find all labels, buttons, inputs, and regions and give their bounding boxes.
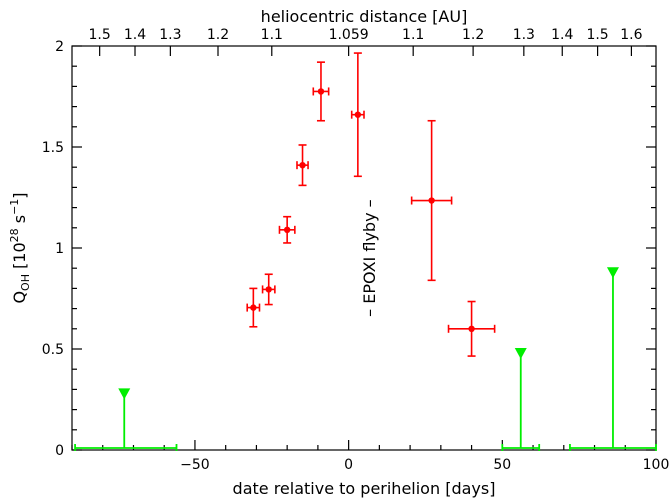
upper-limit-marker [606, 267, 619, 279]
upper-limit-marker [514, 348, 527, 360]
x-axis-title: date relative to perihelion [days] [233, 479, 496, 498]
y-axis-title: QOH [1028 s−1] [8, 192, 32, 303]
top-tick-label: 1.5 [586, 27, 608, 43]
data-point [447, 300, 496, 357]
upper-limit-point [501, 348, 541, 451]
y-axis-title-exp1: 28 [8, 228, 21, 242]
top-tick-label: 1.2 [462, 27, 484, 43]
y-axis-title-sub: OH [19, 274, 32, 291]
x-tick-label: 0 [344, 457, 353, 473]
top-axis: 1.5 1.4 1.3 1.2 1.1 1.059 1.1 1.2 1.3 1.4 1.5 1.6 [89, 27, 643, 56]
top-tick-label: 1.4 [551, 27, 573, 43]
data-point [246, 287, 261, 328]
y-tick-label: 0.5 [42, 342, 64, 358]
x-tick-label: −50 [180, 457, 210, 473]
top-tick-label: 1.1 [261, 27, 283, 43]
x-tick-label: 100 [643, 457, 670, 473]
top-tick-label: 1.059 [329, 27, 369, 43]
data-marker [468, 325, 475, 332]
y-axis-title-open: [10 [10, 242, 29, 274]
top-tick-label: 1.1 [402, 27, 424, 43]
y-axis: 0 0.5 1 1.5 2 [42, 39, 656, 459]
y-axis-title-close: ] [10, 192, 29, 198]
top-axis-title: heliocentric distance [AU] [261, 7, 468, 26]
data-marker [265, 286, 272, 293]
data-marker [250, 304, 257, 311]
data-point [261, 273, 276, 306]
upper-limit-marker [118, 388, 131, 400]
top-tick-label: 1.2 [207, 27, 229, 43]
y-tick-label: 1.5 [42, 140, 64, 156]
data-series [74, 52, 657, 451]
x-axis: −50 0 50 100 [71, 440, 670, 473]
upper-limit-point [74, 388, 178, 451]
top-tick-label: 1.4 [124, 27, 146, 43]
x-tick-label: 50 [493, 457, 511, 473]
data-marker [299, 161, 306, 169]
data-point [296, 144, 309, 187]
data-marker [428, 197, 435, 204]
y-axis-title-main: Q [10, 291, 29, 304]
top-tick-label: 1.5 [89, 27, 111, 43]
data-point [350, 52, 365, 178]
data-marker [354, 111, 362, 118]
y-axis-title-mid: s [10, 215, 29, 228]
data-point [278, 215, 296, 244]
data-point [312, 61, 330, 122]
top-tick-label: 1.6 [620, 27, 642, 43]
data-marker [283, 226, 291, 234]
y-axis-title-exp2: −1 [8, 199, 21, 215]
y-tick-label: 0 [55, 443, 64, 459]
epoxi-flyby-annotation: – EPOXI flyby – [360, 199, 379, 316]
data-point [410, 119, 453, 282]
top-tick-label: 1.3 [513, 27, 535, 43]
upper-limit-point [569, 267, 657, 451]
top-tick-label: 1.3 [159, 27, 181, 43]
y-tick-label: 2 [55, 39, 64, 55]
data-marker [317, 88, 325, 95]
y-tick-label: 1 [55, 241, 64, 257]
